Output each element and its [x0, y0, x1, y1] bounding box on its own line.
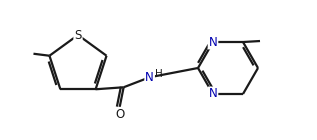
Text: H: H	[155, 69, 163, 79]
Text: S: S	[74, 29, 82, 41]
Text: N: N	[209, 36, 217, 49]
Text: N: N	[145, 71, 154, 84]
Text: O: O	[115, 108, 124, 121]
Text: N: N	[209, 88, 217, 101]
